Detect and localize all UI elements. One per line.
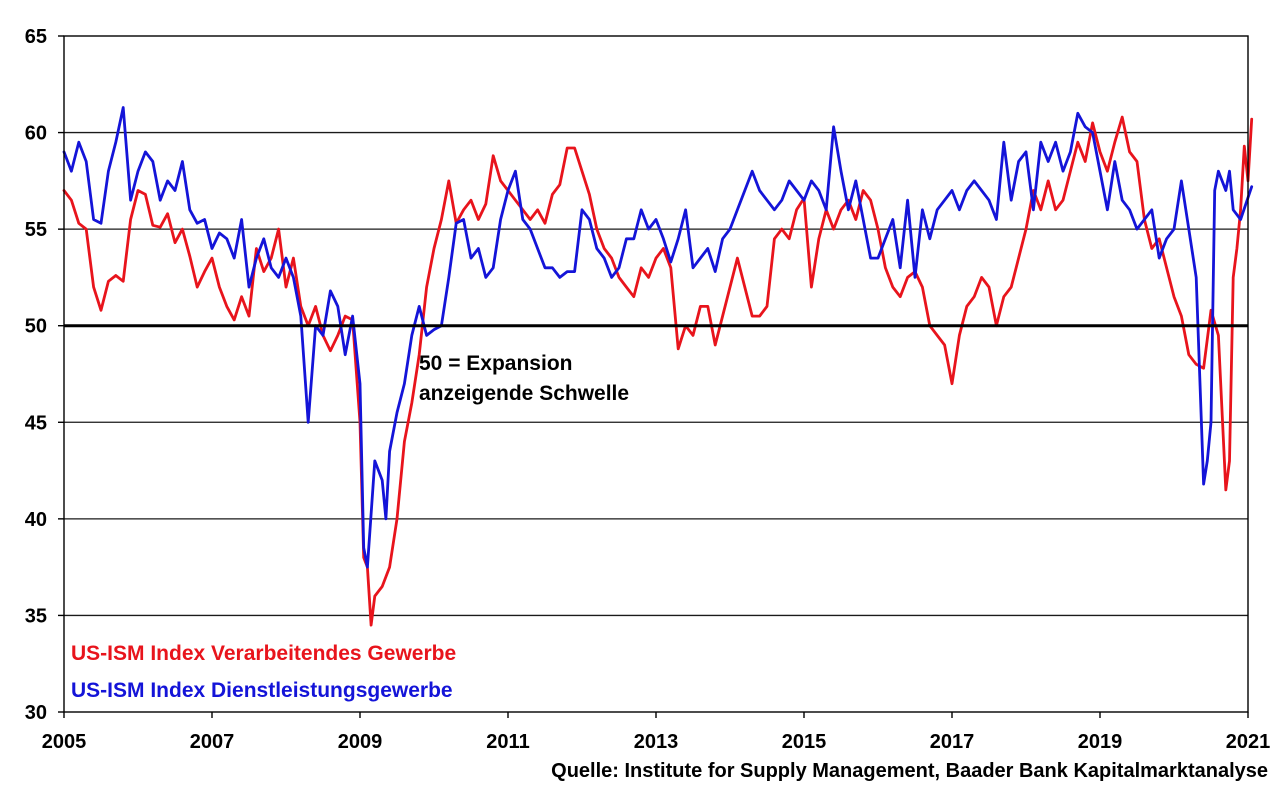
legend-manufacturing: US-ISM Index Verarbeitendes Gewerbe xyxy=(71,642,456,665)
x-tick-label: 2011 xyxy=(486,731,529,753)
series-lines xyxy=(62,106,1254,627)
x-tick-label: 2005 xyxy=(42,731,87,753)
x-tick-label: 2015 xyxy=(782,731,827,753)
legend-services: US-ISM Index Dienstleistungsgewerbe xyxy=(71,679,453,702)
threshold-label-line2: anzeigende Schwelle xyxy=(419,382,629,405)
x-tick-label: 2007 xyxy=(190,731,235,753)
x-tick-label: 2021 xyxy=(1226,731,1271,753)
x-tick-label: 2009 xyxy=(338,731,383,753)
series-line-services xyxy=(62,106,1254,569)
y-tick-label: 50 xyxy=(25,316,47,338)
y-tick-label: 55 xyxy=(25,219,47,241)
x-tick-label: 2013 xyxy=(634,731,679,753)
y-tick-label: 45 xyxy=(25,412,47,434)
y-tick-label: 40 xyxy=(25,509,47,531)
y-tick-label: 30 xyxy=(25,702,47,724)
y-tick-label: 60 xyxy=(25,123,47,145)
x-tick-label: 2019 xyxy=(1078,731,1123,753)
x-tick-label: 2017 xyxy=(930,731,975,753)
threshold-label-line1: 50 = Expansion xyxy=(419,352,572,375)
source-note: Quelle: Institute for Supply Management,… xyxy=(551,760,1268,782)
y-tick-label: 65 xyxy=(25,26,47,48)
y-axis-ticks: 30 35 40 45 50 55 60 65 xyxy=(25,26,64,724)
x-axis-ticks: 2005 2007 2009 2011 2013 2015 2017 2019 2021 xyxy=(42,712,1271,753)
y-tick-label: 35 xyxy=(25,605,47,627)
grid-lines xyxy=(64,131,1248,617)
